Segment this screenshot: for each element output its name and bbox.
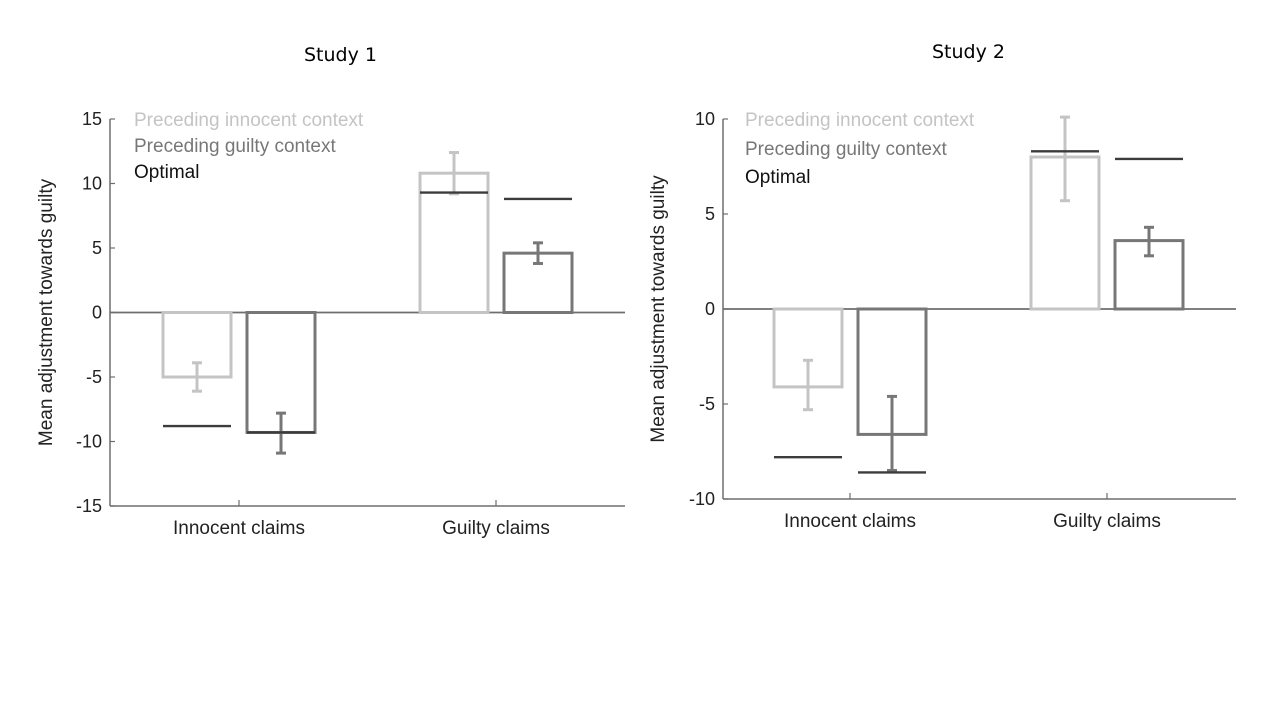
c2-legend-entry-1: Preceding innocent context [745, 110, 975, 131]
panel-title-study-1: Study 1 [304, 44, 377, 66]
c1-y-tick-label-0: -15 [76, 496, 102, 516]
c1-y-axis-label: Mean adjustment towards guilty [36, 178, 57, 446]
c1-x-tick-label-1: Guilty claims [442, 518, 550, 539]
panel-title-study-2: Study 2 [932, 41, 1005, 63]
c1-y-tick-label-1: -10 [76, 432, 102, 452]
c2-y-tick-label-2: 0 [705, 299, 715, 319]
c2-y-tick-label-4: 10 [695, 109, 715, 129]
c1-legend-entry-3: Optimal [134, 162, 199, 183]
c2-x-tick-label-0: Innocent claims [784, 511, 916, 532]
c1-legend-entry-1: Preceding innocent context [134, 110, 364, 131]
c1-y-tick-label-4: 5 [92, 238, 102, 258]
chart-study-1: -15 -10 -5 0 5 10 15 Innocent claims Guilty clai… [36, 109, 625, 539]
c2-x-tick-label-1: Guilty claims [1053, 511, 1161, 532]
c1-y-tick-label-6: 15 [82, 109, 102, 129]
c1-y-tick-label-2: -5 [86, 367, 102, 387]
c2-y-axis-label: Mean adjustment towards guilty [648, 175, 669, 443]
c1-y-tick-label-5: 10 [82, 174, 102, 194]
c1-x-tick-label-0: Innocent claims [173, 518, 305, 539]
c1-legend-entry-2: Preceding guilty context [134, 136, 336, 157]
c2-y-tick-label-3: 5 [705, 204, 715, 224]
c2-y-tick-label-1: -5 [699, 394, 715, 414]
chart-study-2: -10 -5 0 5 10 Innocent claims Guilty claims Mea… [648, 109, 1236, 532]
c2-y-tick-label-0: -10 [689, 489, 715, 509]
c2-legend-entry-3: Optimal [745, 167, 810, 188]
c2-legend-entry-2: Preceding guilty context [745, 139, 947, 160]
c1-y-tick-label-3: 0 [92, 303, 102, 323]
